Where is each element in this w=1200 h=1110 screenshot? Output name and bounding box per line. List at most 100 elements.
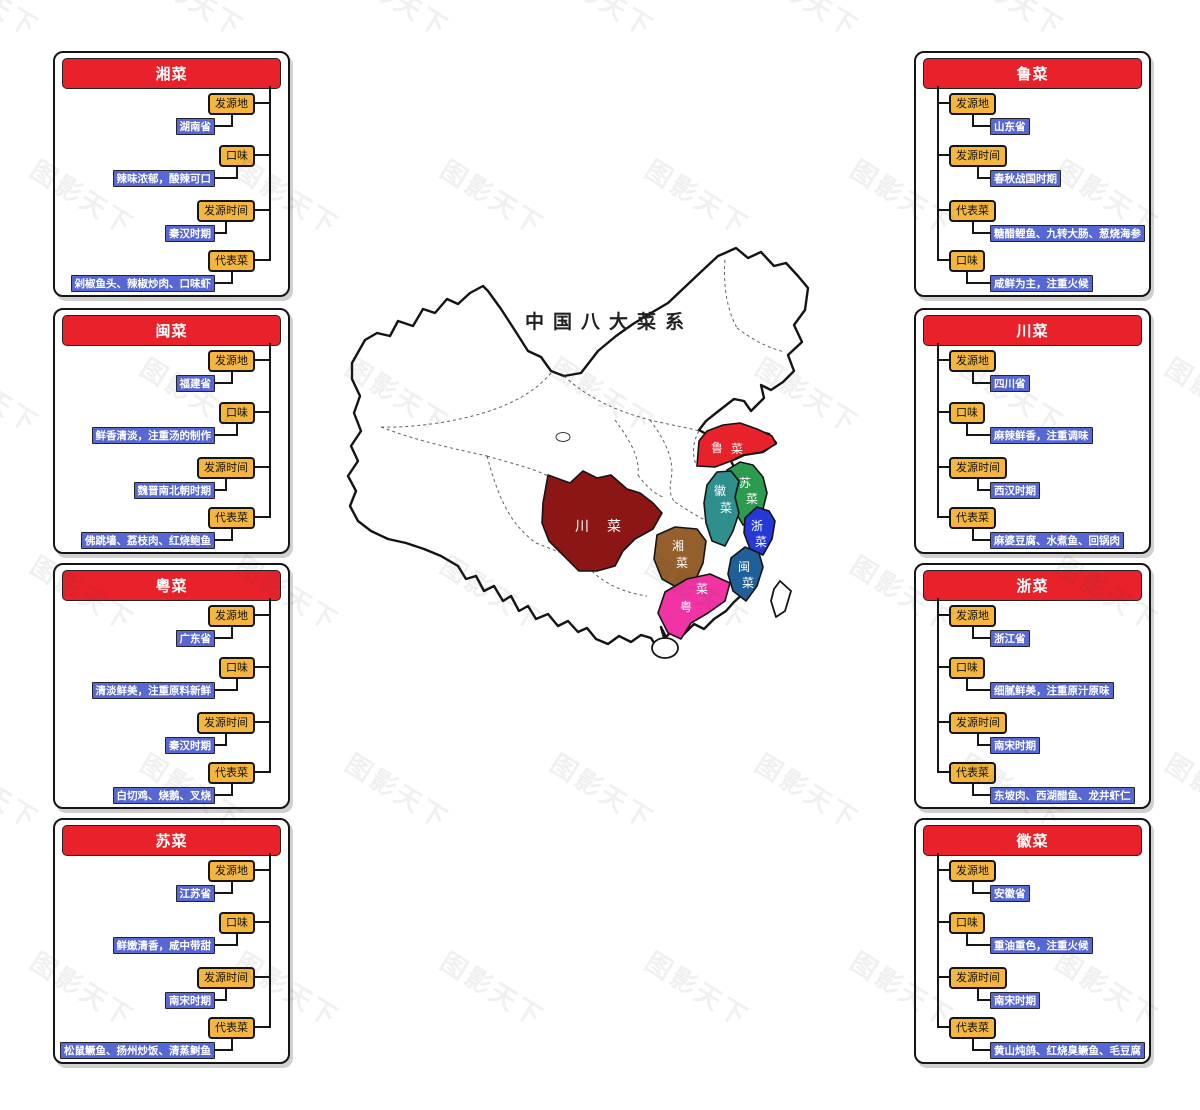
cuisine-card-header: 鲁菜 xyxy=(923,58,1142,89)
connector-line xyxy=(213,382,232,384)
connector-line xyxy=(255,1026,271,1028)
cuisine-card: 苏菜 发源地 江苏省 口味 鲜嫩清香，咸中带甜 发源时间 南宋时期 代表菜 松鼠鳜鱼、扬州炒饭… xyxy=(53,818,290,1064)
watermark-text: 图影天下 xyxy=(954,0,1072,45)
connector-line xyxy=(213,1049,232,1051)
connector-line xyxy=(966,422,968,436)
attribute-node: 代表菜 xyxy=(949,762,996,784)
connector-line xyxy=(971,625,974,639)
connector-line xyxy=(937,1026,949,1028)
watermark-text: 图影天下 xyxy=(545,748,660,836)
attribute-node: 代表菜 xyxy=(208,507,255,529)
connector-line xyxy=(937,666,949,668)
connector-line xyxy=(978,177,992,179)
connector-line xyxy=(213,999,226,1001)
map-region-label: 菜 xyxy=(676,556,688,570)
attribute-value: 剁椒鱼头、辣椒炒肉、口味虾 xyxy=(70,275,215,292)
province-border xyxy=(591,570,648,597)
watermark-text: 图影天下 xyxy=(749,0,867,45)
province-border xyxy=(724,259,738,329)
connector-line xyxy=(255,154,271,156)
connector-line xyxy=(255,259,271,261)
connector-line xyxy=(937,771,949,773)
connector-line xyxy=(967,944,992,946)
connector-line xyxy=(937,86,939,260)
attribute-node: 代表菜 xyxy=(949,1017,996,1039)
watermark-text: 图影天下 xyxy=(339,0,457,45)
attribute-value: 白切鸡、烧鹅、叉烧 xyxy=(112,787,215,804)
watermark-text: 图影天下 xyxy=(1160,748,1200,836)
attribute-node: 发源地 xyxy=(949,93,996,115)
connector-line xyxy=(977,732,979,746)
attribute-node: 发源地 xyxy=(949,350,996,372)
attribute-value: 重油重色，注重火候 xyxy=(990,937,1093,954)
connector-line xyxy=(213,892,232,894)
connector-line xyxy=(937,259,949,261)
cuisine-title: 徽菜 xyxy=(1016,833,1049,850)
attribute-node: 代表菜 xyxy=(949,200,996,222)
province-border xyxy=(486,455,537,544)
connector-line xyxy=(230,782,233,796)
attribute-node: 口味 xyxy=(949,657,985,679)
province-border xyxy=(674,501,706,521)
connector-line xyxy=(255,976,271,978)
attribute-node: 口味 xyxy=(219,912,255,934)
connector-line xyxy=(937,154,949,156)
connector-line xyxy=(967,434,992,436)
cuisine-card-header: 徽菜 xyxy=(923,825,1142,856)
attribute-value: 福建省 xyxy=(175,375,215,392)
attribute-value: 咸鲜为主，注重火候 xyxy=(990,275,1093,292)
cuisine-card-header: 浙菜 xyxy=(923,570,1142,601)
map-region xyxy=(703,470,740,547)
connector-line xyxy=(213,434,237,436)
connector-line xyxy=(255,102,271,104)
province-border xyxy=(535,542,593,572)
attribute-value: 安徽省 xyxy=(990,885,1030,902)
watermark-text: 图影天下 xyxy=(0,352,45,440)
map-region-label: 苏 xyxy=(739,476,751,490)
province-border xyxy=(736,327,786,353)
connector-line xyxy=(971,527,974,541)
connector-line xyxy=(269,853,271,1027)
map-region-label: 菜 xyxy=(755,535,767,549)
connector-line xyxy=(972,794,992,796)
attribute-value: 春秋战国时期 xyxy=(990,170,1061,187)
connector-line xyxy=(236,932,238,946)
connector-line xyxy=(230,1037,233,1051)
attribute-node: 发源地 xyxy=(208,93,255,115)
connector-line xyxy=(977,165,979,179)
attribute-node: 发源时间 xyxy=(949,967,1007,989)
connector-line xyxy=(937,853,939,1027)
cuisine-title: 闽菜 xyxy=(155,323,188,340)
province-border xyxy=(637,474,666,499)
attribute-node: 发源时间 xyxy=(197,967,255,989)
connector-line xyxy=(255,209,271,211)
connector-line xyxy=(255,921,271,923)
attribute-value: 糖醋鲤鱼、九转大肠、葱烧海参 xyxy=(990,225,1145,242)
attribute-value: 南宋时期 xyxy=(990,737,1040,754)
attribute-value: 魏晋南北朝时期 xyxy=(133,482,215,499)
connector-line xyxy=(977,987,979,1001)
cuisine-card: 浙菜 发源地 浙江省 口味 细腻鲜美，注重原汁原味 发源时间 南宋时期 代表菜 东坡肉、西湖醋… xyxy=(914,563,1151,809)
china-map: 鲁菜苏菜徽菜浙菜闽菜湘菜粤菜川菜中国八大菜系 xyxy=(335,240,815,670)
connector-line xyxy=(937,976,949,978)
connector-line xyxy=(972,1049,992,1051)
connector-line xyxy=(213,282,232,284)
connector-line xyxy=(978,489,992,491)
connector-line xyxy=(213,489,226,491)
connector-line xyxy=(255,666,271,668)
attribute-node: 口味 xyxy=(949,912,985,934)
attribute-value: 东坡肉、西湖醋鱼、龙井虾仁 xyxy=(990,787,1135,804)
attribute-value: 湖南省 xyxy=(175,118,215,135)
attribute-node: 发源地 xyxy=(949,605,996,627)
attribute-node: 发源时间 xyxy=(197,457,255,479)
connector-line xyxy=(230,370,233,384)
cuisine-title: 粤菜 xyxy=(155,578,188,595)
connector-line xyxy=(225,477,227,491)
connector-line xyxy=(225,987,227,1001)
cuisine-title: 川菜 xyxy=(1016,323,1049,340)
cuisine-title: 浙菜 xyxy=(1016,578,1049,595)
connector-line xyxy=(255,466,271,468)
connector-line xyxy=(255,614,271,616)
cuisine-card: 徽菜 发源地 安徽省 口味 重油重色，注重火候 发源时间 南宋时期 代表菜 黄山炖鸽、红烧臭鳜… xyxy=(914,818,1151,1064)
attribute-node: 发源地 xyxy=(208,860,255,882)
